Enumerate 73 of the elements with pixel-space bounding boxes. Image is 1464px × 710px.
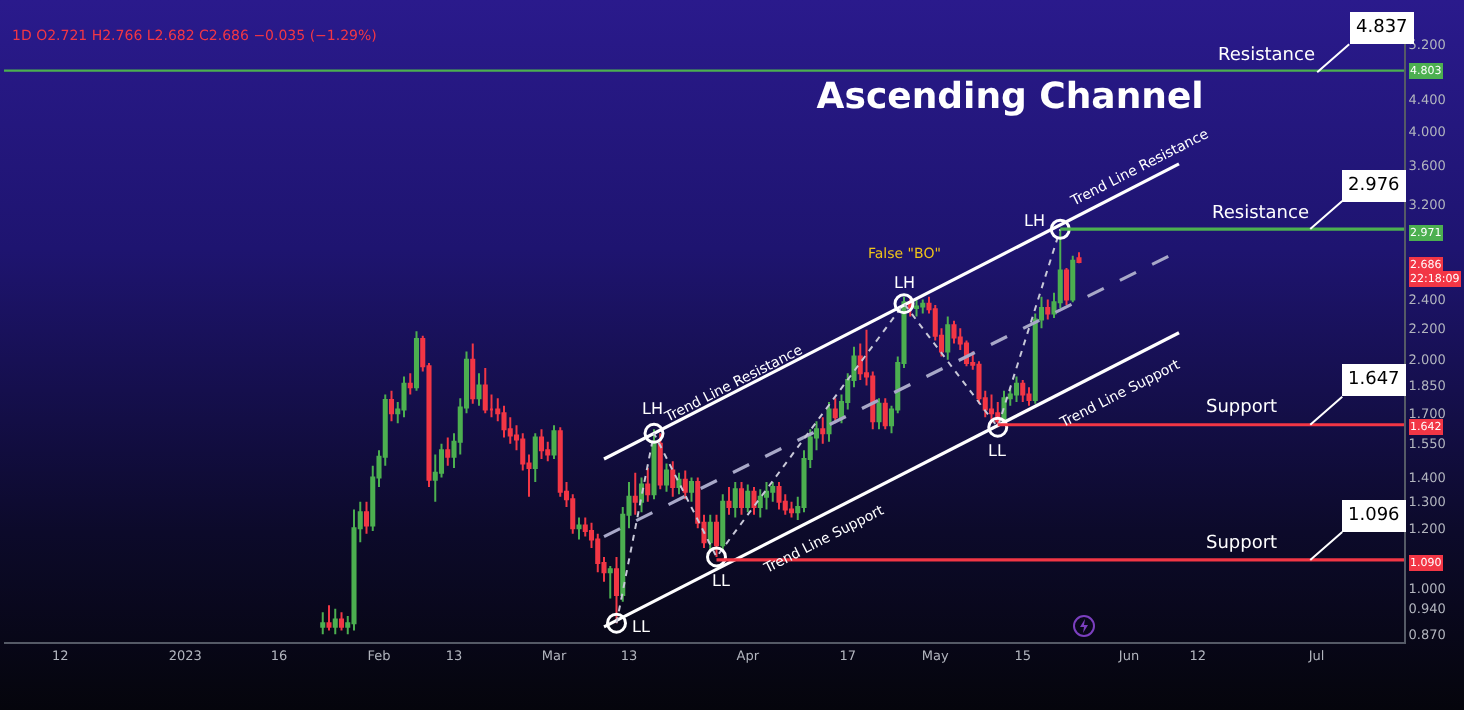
candlestick <box>407 372 413 396</box>
annotation: LL <box>712 572 731 590</box>
annotation: 1.096 <box>1348 506 1401 526</box>
candlestick <box>1063 267 1070 307</box>
candlestick <box>1013 375 1020 403</box>
candlestick <box>682 469 688 501</box>
candlestick <box>676 471 682 496</box>
candlestick <box>388 389 395 423</box>
candlestick <box>788 500 795 519</box>
annotation: Support <box>1206 534 1279 554</box>
annotation: LH <box>894 274 915 292</box>
candlestick <box>920 298 926 315</box>
candlestick <box>501 404 507 439</box>
candlestick <box>707 513 713 552</box>
candlestick <box>770 481 776 503</box>
candlestick <box>320 611 326 636</box>
annotation: Support <box>1206 398 1279 418</box>
candlestick <box>651 428 657 501</box>
candlestick <box>720 493 726 552</box>
candlestick <box>757 488 763 519</box>
candlestick <box>882 397 888 431</box>
annotation: LL <box>632 618 651 636</box>
candlestick <box>826 400 832 443</box>
candlestick <box>751 485 757 516</box>
candlestick <box>745 483 751 514</box>
candlestick <box>351 508 357 632</box>
candlestick <box>670 460 676 498</box>
candlestick <box>338 611 345 632</box>
candlestick <box>632 471 638 516</box>
candlestick <box>876 397 882 431</box>
candlestick <box>657 432 663 491</box>
candlestick <box>1045 298 1051 321</box>
annotation: Resistance <box>1218 46 1316 66</box>
candlestick <box>988 393 995 425</box>
candlestick <box>820 416 826 445</box>
candlestick <box>763 481 770 511</box>
candlestick <box>726 485 732 516</box>
candlestick <box>482 367 488 415</box>
candlestick <box>1026 386 1032 407</box>
candlestick <box>332 607 338 636</box>
candlestick <box>688 476 695 503</box>
candlestick <box>776 481 782 511</box>
candlestick <box>645 467 651 503</box>
annotation: LH <box>642 400 663 418</box>
candlestick <box>663 462 670 493</box>
candlestick <box>576 516 582 541</box>
candlestick <box>445 436 451 467</box>
candlestick <box>913 298 920 318</box>
candlestick <box>732 481 738 519</box>
candlestick <box>951 319 957 345</box>
text: Ascending Channel <box>816 76 1204 119</box>
candlestick <box>1020 379 1026 403</box>
candlestick <box>476 372 482 407</box>
candlestick <box>832 397 838 425</box>
annotation: 2.976 <box>1348 176 1401 196</box>
annotation: LL <box>988 442 1007 460</box>
candlestick <box>363 500 370 535</box>
annotation: LH <box>1024 212 1045 230</box>
candlestick <box>551 424 557 461</box>
candlestick <box>738 481 745 516</box>
candlestick <box>326 604 332 632</box>
candlestick <box>538 428 545 461</box>
candlestick <box>470 342 476 405</box>
candlestick <box>532 432 538 484</box>
candlestick <box>413 330 420 392</box>
candlestick <box>945 315 951 361</box>
candlestick <box>1070 254 1076 304</box>
annotation: 4.837 <box>1356 18 1408 38</box>
candlestick <box>401 375 407 419</box>
annotation: 1.647 <box>1348 370 1400 390</box>
candlestick <box>607 565 613 600</box>
candlestick <box>1076 251 1082 265</box>
annotation: Resistance <box>1212 204 1310 224</box>
